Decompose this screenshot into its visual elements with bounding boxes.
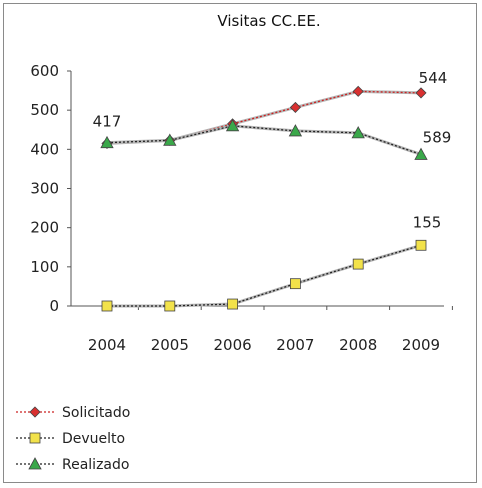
legend-marker-solicitado: [29, 406, 41, 418]
legend-item-devuelto: Devuelto: [16, 431, 125, 447]
solicitado-point: [289, 101, 301, 113]
x-tick-label: 2006: [214, 336, 252, 354]
x-tick-label: 2007: [276, 336, 314, 354]
y-axis-ticks: 0 100 200 300 400 500 600: [30, 62, 71, 315]
y-tick-label: 200: [30, 219, 59, 237]
x-tick-label: 2004: [88, 336, 126, 354]
y-tick-label: 600: [30, 62, 59, 80]
x-tick-label: 2008: [339, 336, 377, 354]
data-label: 155: [413, 213, 442, 231]
chart-frame: Visitas CC.EE. 0 100 200 300 400 500 600 2004 2…: [3, 3, 477, 483]
data-labels: 417 544 589 155: [93, 69, 452, 231]
solicitado-line: [106, 90, 422, 145]
x-tick-label: 2009: [402, 336, 440, 354]
legend-marker-devuelto: [29, 432, 41, 444]
y-tick-label: 0: [49, 297, 59, 315]
realizado-point: [163, 133, 177, 146]
chart-title: Visitas CC.EE.: [217, 12, 320, 30]
devuelto-point: [415, 239, 427, 251]
devuelto-point: [101, 300, 113, 312]
devuelto-point: [352, 258, 364, 270]
legend-item-solicitado: Solicitado: [16, 405, 130, 421]
realizado-line-halo: [106, 124, 422, 156]
legend-label: Devuelto: [62, 431, 125, 447]
data-label: 589: [423, 128, 452, 146]
data-label: 417: [93, 113, 122, 131]
devuelto-point: [227, 298, 239, 310]
realizado-point: [100, 135, 114, 149]
devuelto-line-halo: [107, 243, 422, 308]
legend-item-realizado: Realizado: [16, 457, 129, 473]
legend-marker-realizado: [28, 457, 42, 470]
series-lines: [100, 85, 428, 312]
legend-label: Solicitado: [62, 405, 130, 421]
realizado-point: [351, 126, 365, 139]
x-tick-label: 2005: [151, 336, 189, 354]
realizado-point: [288, 124, 303, 137]
realizado-line: [106, 125, 422, 156]
y-tick-label: 400: [30, 140, 59, 158]
devuelto-point: [289, 278, 301, 290]
y-tick-label: 100: [30, 258, 59, 276]
data-label: 544: [419, 69, 448, 87]
solicitado-point: [415, 87, 427, 99]
x-axis-ticks: 2004 2005 2006 2007 2008 2009: [88, 306, 453, 354]
solicitado-point: [352, 85, 364, 97]
legend-label: Realizado: [62, 457, 129, 473]
solicitado-line-halo: [106, 89, 422, 145]
legend: Solicitado Devuelto Realizado: [16, 405, 130, 473]
realizado-point: [414, 147, 428, 160]
devuelto-line: [107, 244, 422, 307]
y-tick-label: 300: [30, 180, 59, 198]
realizado-point: [225, 118, 240, 132]
y-tick-label: 500: [30, 101, 59, 119]
devuelto-point: [164, 300, 176, 312]
